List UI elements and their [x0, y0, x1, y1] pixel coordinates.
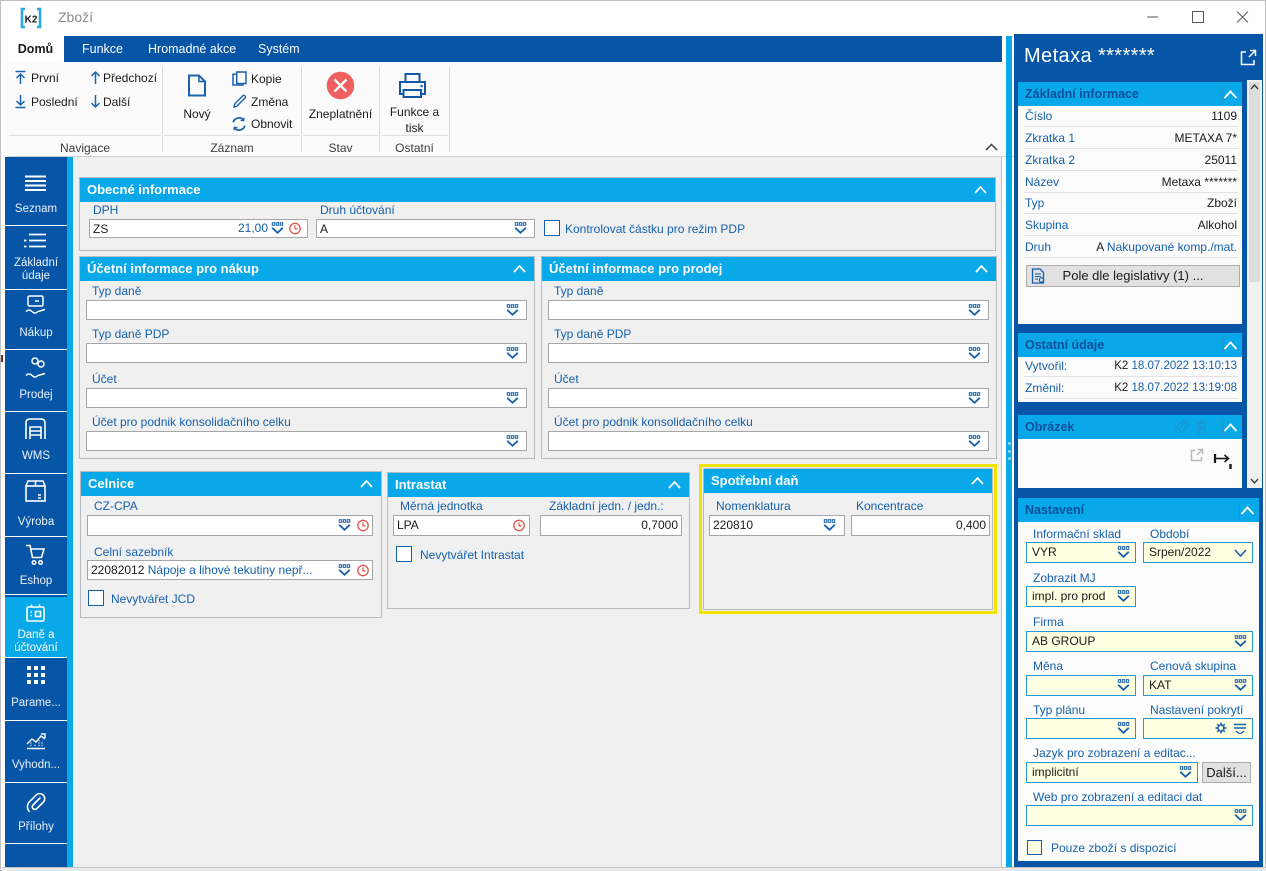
svg-text:K2: K2 [25, 15, 38, 26]
